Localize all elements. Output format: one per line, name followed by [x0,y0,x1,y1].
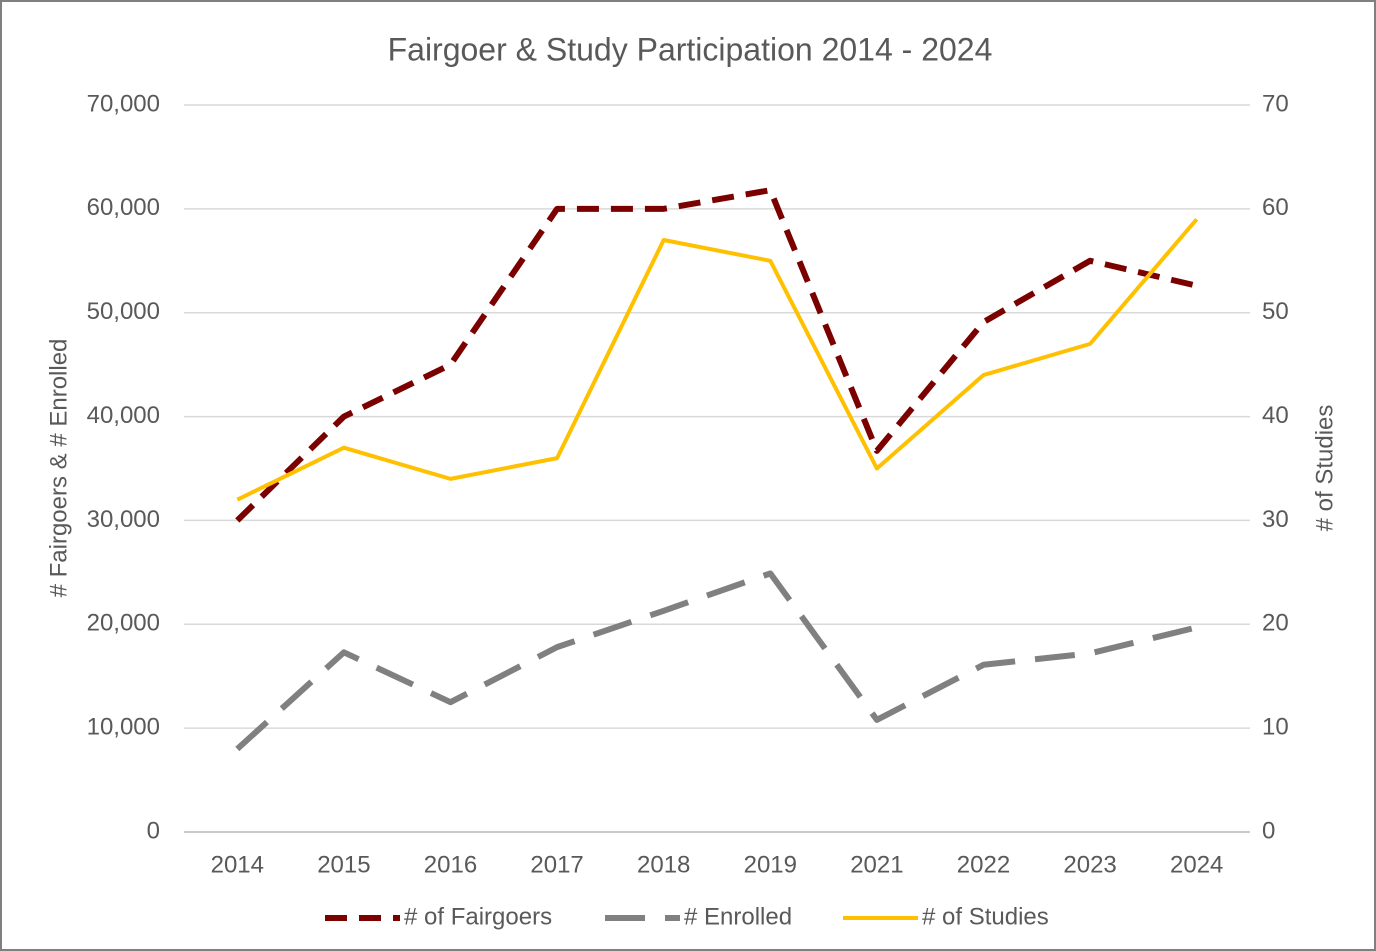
x-tick-label: 2018 [637,851,690,878]
y2-tick-label: 10 [1262,713,1289,740]
y-tick-label: 20,000 [87,610,160,637]
y2-tick-label: 50 [1262,298,1289,325]
y2-tick-label: 30 [1262,506,1289,533]
x-tick-label: 2023 [1063,851,1116,878]
y-tick-label: 40,000 [87,402,160,429]
y-axis-label: # Fairgoers & # Enrolled [45,339,72,598]
series-line [235,187,1198,523]
y2-tick-label: 20 [1262,610,1289,637]
y-tick-label: 0 [147,817,160,844]
y2-tick-label: 0 [1262,817,1275,844]
legend-label: # Enrolled [684,903,792,930]
y2-axis-label: # of Studies [1311,405,1338,532]
x-tick-label: 2022 [957,851,1010,878]
chart-title: Fairgoer & Study Participation 2014 - 20… [388,31,993,67]
y2-tick-label: 40 [1262,402,1289,429]
y2-tick-label: 60 [1262,194,1289,221]
y-tick-label: 60,000 [87,194,160,221]
x-tick-label: 2014 [211,851,264,878]
legend-label: # of Studies [922,903,1049,930]
series-line [235,570,1198,752]
x-tick-label: 2019 [744,851,797,878]
series-line [236,217,1199,502]
y-tick-label: 30,000 [87,506,160,533]
x-tick-label: 2016 [424,851,477,878]
y-tick-label: 50,000 [87,298,160,325]
x-tick-label: 2017 [530,851,583,878]
x-tick-label: 2024 [1170,851,1223,878]
y-tick-label: 70,000 [87,90,160,117]
x-tick-label: 2015 [317,851,370,878]
y-tick-label: 10,000 [87,713,160,740]
legend-label: # of Fairgoers [404,903,552,930]
x-tick-label: 2021 [850,851,903,878]
y2-tick-label: 70 [1262,90,1289,117]
